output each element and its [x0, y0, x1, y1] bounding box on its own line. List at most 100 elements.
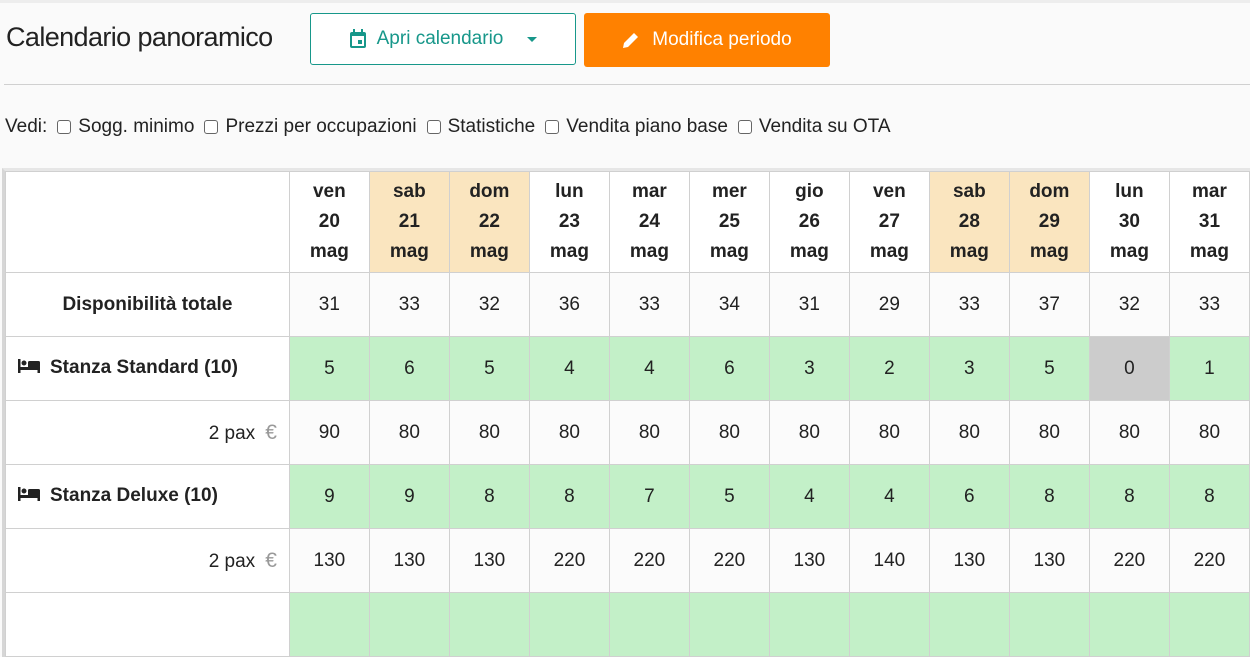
filter-occupancy-prices[interactable]: Prezzi per occupazioni [204, 116, 417, 138]
price-cell[interactable]: 80 [768, 400, 850, 465]
page-title: Calendario panoramico [6, 22, 273, 52]
day-dow: gio [795, 181, 824, 202]
availability-cell[interactable] [528, 592, 610, 657]
calendar-icon [349, 29, 366, 48]
checkbox[interactable] [426, 120, 441, 134]
availability-cell[interactable]: 8 [448, 464, 530, 529]
day-header: mer 25 mag [688, 171, 770, 273]
filter-ota-sale[interactable]: Vendita su OTA [737, 116, 891, 138]
availability-cell[interactable] [768, 592, 850, 657]
availability-cell[interactable]: 4 [528, 336, 610, 401]
filter-statistics[interactable]: Statistiche [426, 116, 535, 138]
checkbox[interactable] [545, 120, 560, 134]
availability-cell[interactable] [1088, 592, 1170, 657]
day-header: gio 26 mag [768, 171, 850, 273]
price-cell[interactable]: 80 [688, 400, 770, 465]
availability-cell[interactable]: 8 [528, 464, 610, 529]
edit-period-button[interactable]: Modifica periodo [584, 13, 830, 67]
price-cell[interactable]: 220 [608, 528, 690, 593]
availability-cell[interactable]: 3 [928, 336, 1010, 401]
price-cell[interactable]: 80 [1008, 400, 1090, 465]
availability-cell[interactable]: 5 [688, 464, 770, 529]
day-header: sab 21 mag [368, 171, 450, 273]
availability-cell[interactable]: 8 [1168, 464, 1250, 529]
availability-cell[interactable]: 2 [848, 336, 930, 401]
price-cell[interactable]: 220 [1088, 528, 1170, 593]
euro-icon: € [265, 420, 277, 444]
availability-cell[interactable] [928, 592, 1010, 657]
day-day: 23 [558, 211, 580, 232]
availability-cell[interactable]: 9 [288, 464, 370, 529]
total-cell: 33 [928, 272, 1010, 337]
filter-min-stay[interactable]: Sogg. minimo [57, 116, 194, 138]
price-cell[interactable]: 80 [1168, 400, 1250, 465]
availability-cell[interactable]: 8 [1008, 464, 1090, 529]
availability-cell[interactable]: 4 [848, 464, 930, 529]
availability-cell[interactable] [1168, 592, 1250, 657]
open-calendar-button[interactable]: Apri calendario [310, 13, 576, 65]
price-label-cell: 2 pax € [5, 400, 290, 465]
day-dow: ven [312, 181, 346, 202]
availability-cell[interactable]: 4 [768, 464, 850, 529]
price-cell[interactable]: 80 [368, 400, 450, 465]
day-header: lun 23 mag [528, 171, 610, 273]
filter-label: Vendita piano base [566, 116, 728, 137]
price-cell[interactable]: 130 [368, 528, 450, 593]
day-month: mag [629, 241, 669, 262]
total-cell: 32 [1088, 272, 1170, 337]
availability-cell[interactable]: 6 [368, 336, 450, 401]
availability-cell[interactable]: 7 [608, 464, 690, 529]
availability-cell[interactable] [608, 592, 690, 657]
availability-cell[interactable] [1008, 592, 1090, 657]
price-cell[interactable]: 140 [848, 528, 930, 593]
availability-cell[interactable]: 6 [928, 464, 1010, 529]
price-cell[interactable]: 130 [1008, 528, 1090, 593]
checkbox[interactable] [57, 120, 72, 134]
availability-cell[interactable] [688, 592, 770, 657]
total-cell: 33 [608, 272, 690, 337]
price-cell[interactable]: 220 [528, 528, 610, 593]
price-cell[interactable]: 130 [448, 528, 530, 593]
day-header: mar 31 mag [1168, 171, 1250, 273]
day-day: 20 [318, 211, 340, 232]
availability-cell[interactable]: 1 [1168, 336, 1250, 401]
availability-cell[interactable]: 5 [288, 336, 370, 401]
price-cell[interactable]: 130 [768, 528, 850, 593]
checkbox[interactable] [204, 120, 219, 134]
availability-cell[interactable]: 0 [1088, 336, 1170, 401]
price-cell[interactable]: 130 [288, 528, 370, 593]
checkbox[interactable] [737, 120, 752, 134]
availability-cell[interactable]: 6 [688, 336, 770, 401]
availability-cell[interactable]: 8 [1088, 464, 1170, 529]
price-cell[interactable]: 130 [928, 528, 1010, 593]
day-day: 21 [398, 211, 420, 232]
price-cell[interactable]: 80 [928, 400, 1010, 465]
availability-cell[interactable]: 4 [608, 336, 690, 401]
price-cell[interactable]: 80 [448, 400, 530, 465]
availability-cell[interactable] [448, 592, 530, 657]
day-month: mag [309, 241, 349, 262]
availability-cell[interactable] [368, 592, 450, 657]
price-cell[interactable]: 220 [1168, 528, 1250, 593]
availability-cell[interactable]: 5 [1008, 336, 1090, 401]
price-cell[interactable]: 220 [688, 528, 770, 593]
availability-cell[interactable]: 9 [368, 464, 450, 529]
availability-cell[interactable] [288, 592, 370, 657]
filter-base-plan-sale[interactable]: Vendita piano base [545, 116, 728, 138]
day-header: ven 20 mag [288, 171, 370, 273]
day-header: mar 24 mag [608, 171, 690, 273]
price-cell[interactable]: 80 [848, 400, 930, 465]
price-cell[interactable]: 90 [288, 400, 370, 465]
price-cell[interactable]: 80 [528, 400, 610, 465]
availability-cell[interactable] [848, 592, 930, 657]
price-cell[interactable]: 80 [608, 400, 690, 465]
price-cell[interactable]: 80 [1088, 400, 1170, 465]
total-cell: 33 [1168, 272, 1250, 337]
room-name-cell: Stanza Standard (10) [5, 336, 290, 401]
open-calendar-label: Apri calendario [376, 28, 504, 49]
total-availability-row: Disponibilità totale 31 33 32 36 33 34 31 29 33 37… [5, 272, 1250, 337]
availability-cell[interactable]: 5 [448, 336, 530, 401]
day-dow: dom [1029, 181, 1070, 202]
day-dow: sab [952, 181, 986, 202]
availability-cell[interactable]: 3 [768, 336, 850, 401]
